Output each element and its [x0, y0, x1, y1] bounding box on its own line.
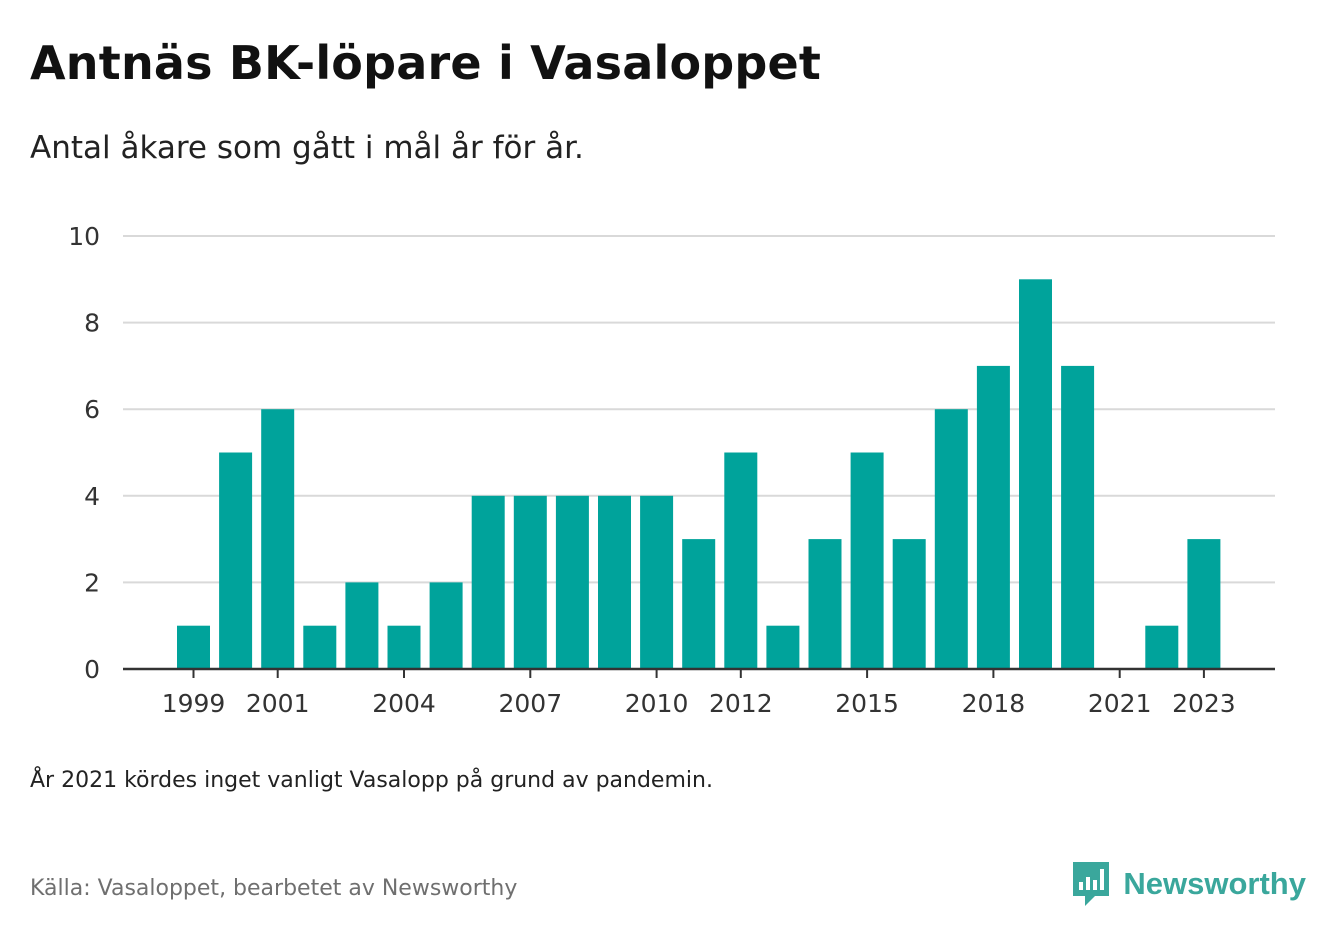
- bar: [850, 452, 884, 669]
- source-credit: Källa: Vasaloppet, bearbetet av Newswort…: [30, 876, 518, 901]
- x-tick-label: 2001: [246, 689, 310, 718]
- newsworthy-logo: Newsworthy: [1071, 860, 1306, 908]
- bar: [429, 582, 463, 669]
- newsworthy-logo-icon: [1073, 862, 1110, 906]
- bar: [387, 625, 421, 669]
- x-tick-label: 1999: [162, 689, 226, 718]
- bar: [1145, 625, 1179, 669]
- y-tick-label: 2: [84, 568, 100, 597]
- bar: [303, 625, 337, 669]
- y-tick-label: 6: [84, 395, 100, 424]
- bar: [976, 365, 1010, 669]
- y-tick-label: 10: [68, 222, 100, 251]
- x-tick-label: 2015: [835, 689, 899, 718]
- chart-title: Antnäs BK-löpare i Vasaloppet: [30, 36, 822, 90]
- x-tick-label: 2018: [962, 689, 1026, 718]
- bar: [808, 539, 842, 669]
- bar: [261, 409, 295, 669]
- bar: [1061, 365, 1095, 669]
- bar: [513, 495, 547, 669]
- bar: [471, 495, 505, 669]
- bar: [1019, 279, 1052, 669]
- bar-chart: 0 2 4 6 8 10 1999 2001 2004 2007 2010 2012 2015 2018 2…: [68, 222, 1275, 718]
- bar: [766, 625, 800, 669]
- bar: [934, 409, 968, 669]
- newsworthy-logo-text: Newsworthy: [1123, 866, 1306, 901]
- bar: [1187, 539, 1221, 669]
- bar: [598, 495, 631, 669]
- y-tick-label: 4: [84, 482, 100, 511]
- x-tick-label: 2021: [1088, 689, 1152, 718]
- bar: [177, 625, 210, 669]
- x-tick-label: 2010: [625, 689, 689, 718]
- bar: [219, 452, 253, 669]
- x-tick-label: 2023: [1172, 689, 1236, 718]
- bar: [345, 582, 379, 669]
- bar: [555, 495, 589, 669]
- bar: [640, 495, 674, 669]
- bar: [892, 539, 926, 669]
- y-tick-label: 8: [84, 309, 100, 338]
- bar: [682, 539, 716, 669]
- x-tick-label: 2004: [372, 689, 436, 718]
- x-tick-label: 2007: [498, 689, 562, 718]
- x-tick-label: 2012: [709, 689, 773, 718]
- y-tick-label: 0: [84, 655, 100, 684]
- chart-subtitle: Antal åkare som gått i mål år för år.: [30, 130, 584, 166]
- chart-note: År 2021 kördes inget vanligt Vasalopp på…: [30, 768, 713, 793]
- bar: [724, 452, 758, 669]
